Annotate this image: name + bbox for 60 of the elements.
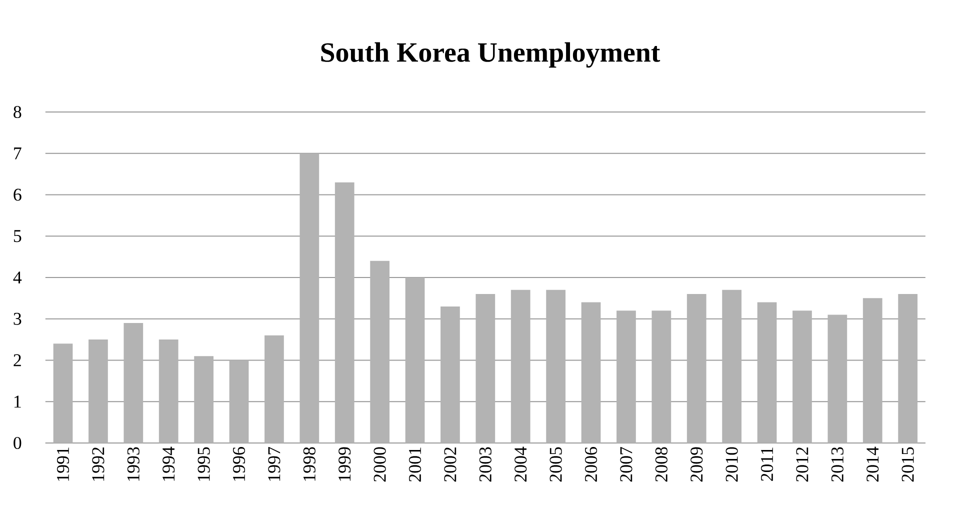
- x-tick-label: 2011: [760, 448, 774, 481]
- x-tick-label: 1998: [303, 447, 316, 481]
- y-tick-label: 3: [14, 312, 22, 325]
- x-tick-label: 2008: [655, 447, 668, 482]
- x-tick-label: 2001: [408, 448, 422, 482]
- bar: [334, 182, 354, 443]
- x-tick-label: 2015: [902, 447, 914, 482]
- bar: [440, 306, 460, 443]
- x-tick-label: 2004: [514, 446, 527, 482]
- x-tick-label: 1994: [162, 446, 175, 481]
- y-tick-label: 8: [14, 106, 22, 118]
- chart-title: South Korea Unemployment: [321, 42, 660, 68]
- x-tick-label: 2002: [444, 447, 456, 482]
- bar: [510, 290, 530, 443]
- bar: [405, 277, 425, 443]
- x-tick-label: 2010: [726, 447, 738, 482]
- bar: [757, 302, 777, 443]
- x-tick-label: 1999: [338, 447, 351, 481]
- x-tick-label: 1993: [127, 447, 140, 481]
- y-tick-label: 1: [14, 396, 21, 408]
- bar: [546, 290, 566, 443]
- x-tick-label: 1995: [198, 447, 210, 481]
- x-tick-label: 2007: [620, 447, 632, 482]
- bar: [88, 340, 108, 443]
- bar: [581, 302, 601, 443]
- bar: [616, 310, 636, 443]
- x-tick-label: 1996: [232, 447, 246, 481]
- x-tick-label: 2006: [584, 447, 598, 482]
- bar: [476, 294, 496, 443]
- bar: [686, 294, 706, 443]
- y-tick-label: 7: [14, 147, 22, 160]
- x-tick-label: 1997: [268, 447, 280, 481]
- bar: [652, 310, 672, 443]
- bar: [158, 340, 178, 443]
- y-tick-label: 4: [13, 272, 22, 284]
- bar: [722, 290, 742, 443]
- y-tick-label: 6: [14, 188, 22, 201]
- bar: [300, 153, 320, 443]
- x-tick-label: 2013: [831, 447, 844, 482]
- x-tick-label: 2009: [690, 447, 703, 482]
- bar: [53, 344, 73, 443]
- x-tick-label: 2014: [866, 446, 879, 482]
- bar: [370, 260, 390, 443]
- y-tick-label: 2: [14, 354, 21, 366]
- x-tick-label: 2003: [479, 447, 492, 482]
- x-tick-label: 2005: [550, 447, 562, 482]
- bar: [862, 298, 882, 443]
- x-tick-label: 1991: [56, 448, 70, 481]
- bar: [264, 335, 284, 443]
- bar: [792, 310, 812, 443]
- bar: [828, 314, 848, 443]
- bar: [194, 356, 214, 443]
- y-tick-label: 0: [14, 436, 22, 450]
- x-tick-label: 2012: [796, 447, 808, 482]
- bar: [898, 294, 918, 443]
- y-tick-label: 5: [14, 230, 22, 242]
- bar: [229, 360, 249, 443]
- x-tick-label: 1992: [92, 447, 104, 481]
- x-tick-label: 2000: [374, 447, 386, 482]
- bar: [124, 322, 144, 443]
